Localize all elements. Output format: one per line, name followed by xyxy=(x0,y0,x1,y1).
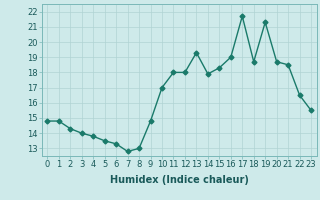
X-axis label: Humidex (Indice chaleur): Humidex (Indice chaleur) xyxy=(110,175,249,185)
